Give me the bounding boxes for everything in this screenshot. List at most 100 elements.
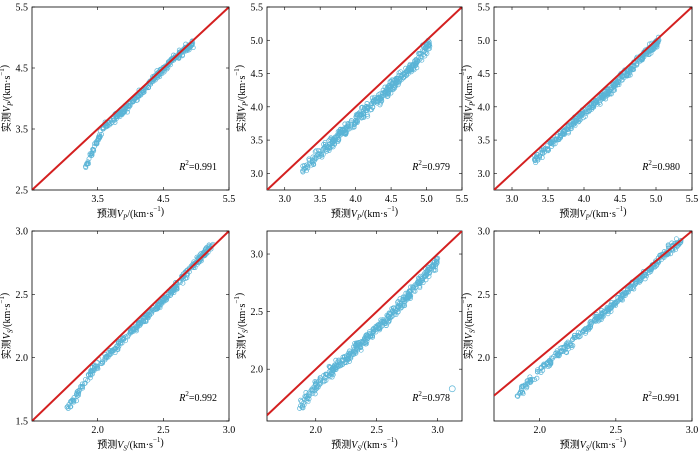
- x-tick-label: 2.0: [310, 425, 323, 436]
- data-point: [326, 369, 332, 375]
- data-point: [134, 97, 140, 103]
- data-point: [84, 161, 90, 167]
- data-point: [122, 106, 128, 112]
- data-point: [304, 397, 310, 403]
- data-point: [354, 340, 360, 346]
- data-point: [592, 316, 598, 322]
- y-axis-label: 实测VS/(km·s−1): [0, 293, 15, 360]
- data-point: [332, 141, 338, 147]
- y-tick-label: 3.0: [478, 169, 491, 180]
- x-tick-label: 4.5: [385, 194, 398, 205]
- data-point: [388, 84, 393, 90]
- data-point: [559, 345, 565, 350]
- data-point: [352, 349, 358, 355]
- data-point: [131, 326, 137, 332]
- data-point: [515, 393, 521, 399]
- data-point: [535, 367, 540, 373]
- data-point: [317, 148, 323, 154]
- data-point: [394, 77, 400, 83]
- y-tick-label: 2.0: [16, 353, 29, 364]
- data-points: [514, 236, 684, 399]
- data-point: [629, 286, 635, 291]
- data-point: [434, 258, 440, 264]
- data-point: [313, 155, 319, 161]
- data-point: [304, 393, 310, 399]
- data-point: [540, 147, 546, 153]
- data-point: [551, 354, 557, 360]
- data-point: [335, 133, 341, 138]
- data-point: [602, 310, 608, 316]
- data-point: [516, 391, 522, 397]
- data-point: [549, 141, 555, 147]
- r-squared-label: R2=0.978: [411, 390, 450, 404]
- data-point: [93, 141, 99, 146]
- x-tick-label: 3.5: [91, 194, 104, 205]
- data-point: [616, 75, 622, 81]
- data-point: [361, 112, 367, 118]
- data-point: [394, 79, 400, 85]
- data-point: [423, 272, 429, 278]
- data-point: [363, 341, 369, 347]
- data-point: [313, 384, 319, 390]
- data-point: [532, 377, 538, 383]
- data-point: [410, 66, 416, 72]
- data-point: [301, 165, 307, 171]
- data-point: [130, 327, 136, 333]
- data-point: [593, 316, 599, 322]
- data-point: [164, 66, 170, 72]
- data-point: [427, 43, 433, 49]
- data-point: [360, 340, 365, 345]
- data-point: [385, 93, 391, 99]
- scatter-panel-6: 2.0 2.5 3.0 2.0 2.5 3.0 R2=0.991 预测VS/(km·s−1) 实…: [460, 227, 698, 452]
- x-tick-label: 5.5: [686, 194, 699, 205]
- data-point: [435, 255, 441, 261]
- y-tick-label: 5.5: [478, 3, 491, 14]
- data-point: [300, 403, 305, 409]
- y-axis-label: 实测VP/(km·s−1): [233, 65, 250, 132]
- data-point: [402, 303, 408, 309]
- data-point: [389, 306, 395, 312]
- x-tick-label: 2.5: [610, 425, 623, 436]
- r-squared-label: R2=0.980: [641, 159, 680, 173]
- data-point: [392, 309, 398, 315]
- data-point: [411, 285, 417, 291]
- data-point: [313, 382, 319, 388]
- data-point: [404, 72, 410, 78]
- data-point: [326, 363, 332, 369]
- data-point: [152, 306, 158, 312]
- data-point: [545, 362, 551, 368]
- data-point: [572, 335, 578, 341]
- data-point: [304, 395, 310, 401]
- data-point: [369, 333, 375, 339]
- data-point: [363, 108, 369, 114]
- data-point: [576, 119, 582, 125]
- data-point: [612, 299, 618, 305]
- x-tick-label: 2.0: [533, 425, 546, 436]
- x-tick-label: 4.0: [349, 194, 362, 205]
- data-point: [115, 111, 121, 117]
- data-point: [348, 355, 354, 361]
- y-tick-label: 2.5: [251, 307, 264, 318]
- data-point: [371, 97, 377, 103]
- x-tick-label: 3.0: [278, 194, 291, 205]
- data-point: [413, 62, 419, 68]
- data-point: [407, 288, 413, 294]
- data-point: [608, 304, 614, 310]
- y-tick-label: 2.5: [16, 290, 29, 301]
- y-tick-label: 2.0: [251, 365, 264, 376]
- r-squared-label: R2=0.992: [178, 390, 217, 404]
- data-point: [314, 383, 320, 389]
- data-point: [96, 134, 102, 140]
- data-point: [105, 354, 111, 360]
- data-point: [305, 165, 311, 171]
- data-point: [398, 69, 404, 75]
- x-axis-label: 预测VP/(km·s−1): [97, 205, 164, 222]
- data-point: [545, 147, 551, 152]
- data-point: [134, 94, 140, 100]
- y-axis-label: 实测VS/(km·s−1): [233, 293, 250, 360]
- data-point: [299, 405, 305, 410]
- data-point: [162, 294, 168, 300]
- data-point: [87, 371, 93, 377]
- data-point: [563, 347, 568, 353]
- data-point: [348, 121, 354, 127]
